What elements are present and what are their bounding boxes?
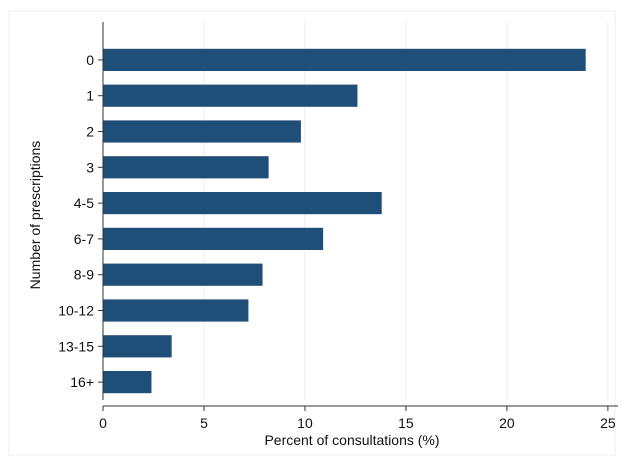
y-tick-label-8-9: 8-9 xyxy=(74,267,94,283)
x-axis-title: Percent of consultations (%) xyxy=(264,432,439,448)
y-tick-label-2: 2 xyxy=(86,124,94,140)
y-tick-label-1: 1 xyxy=(86,88,94,104)
y-tick-label-13-15: 13-15 xyxy=(58,338,94,354)
y-tick-label-10-12: 10-12 xyxy=(58,303,94,319)
x-tick-label-5: 5 xyxy=(200,415,208,431)
y-tick-label-3: 3 xyxy=(86,159,94,175)
y-axis-title: Number of prescriptions xyxy=(27,141,43,290)
y-tick-label-4-5: 4-5 xyxy=(74,195,94,211)
bar-2 xyxy=(103,120,301,143)
bar-8-9 xyxy=(103,263,263,286)
bar-0 xyxy=(103,48,586,71)
y-tick-labels: 0 1 2 3 4-5 6-7 8-9 10-12 13-15 16+ xyxy=(58,52,94,390)
bar-13-15 xyxy=(103,335,172,358)
bar-4-5 xyxy=(103,192,382,215)
x-tick-label-20: 20 xyxy=(499,415,515,431)
bar-10-12 xyxy=(103,299,249,322)
bar-3 xyxy=(103,156,269,179)
plot-frame xyxy=(8,10,616,456)
axes xyxy=(98,22,618,411)
y-tick-label-16+: 16+ xyxy=(70,374,94,390)
bars xyxy=(103,48,586,394)
x-tick-labels: 0 5 10 15 20 25 xyxy=(99,415,616,431)
bar-16+ xyxy=(103,371,152,394)
x-tick-label-15: 15 xyxy=(398,415,414,431)
y-tick-label-0: 0 xyxy=(86,52,94,68)
bar-6-7 xyxy=(103,227,324,250)
bar-1 xyxy=(103,84,358,107)
x-tick-label-0: 0 xyxy=(99,415,107,431)
y-tick-label-6-7: 6-7 xyxy=(74,231,94,247)
x-tick-label-25: 25 xyxy=(600,415,616,431)
x-tick-label-10: 10 xyxy=(297,415,313,431)
